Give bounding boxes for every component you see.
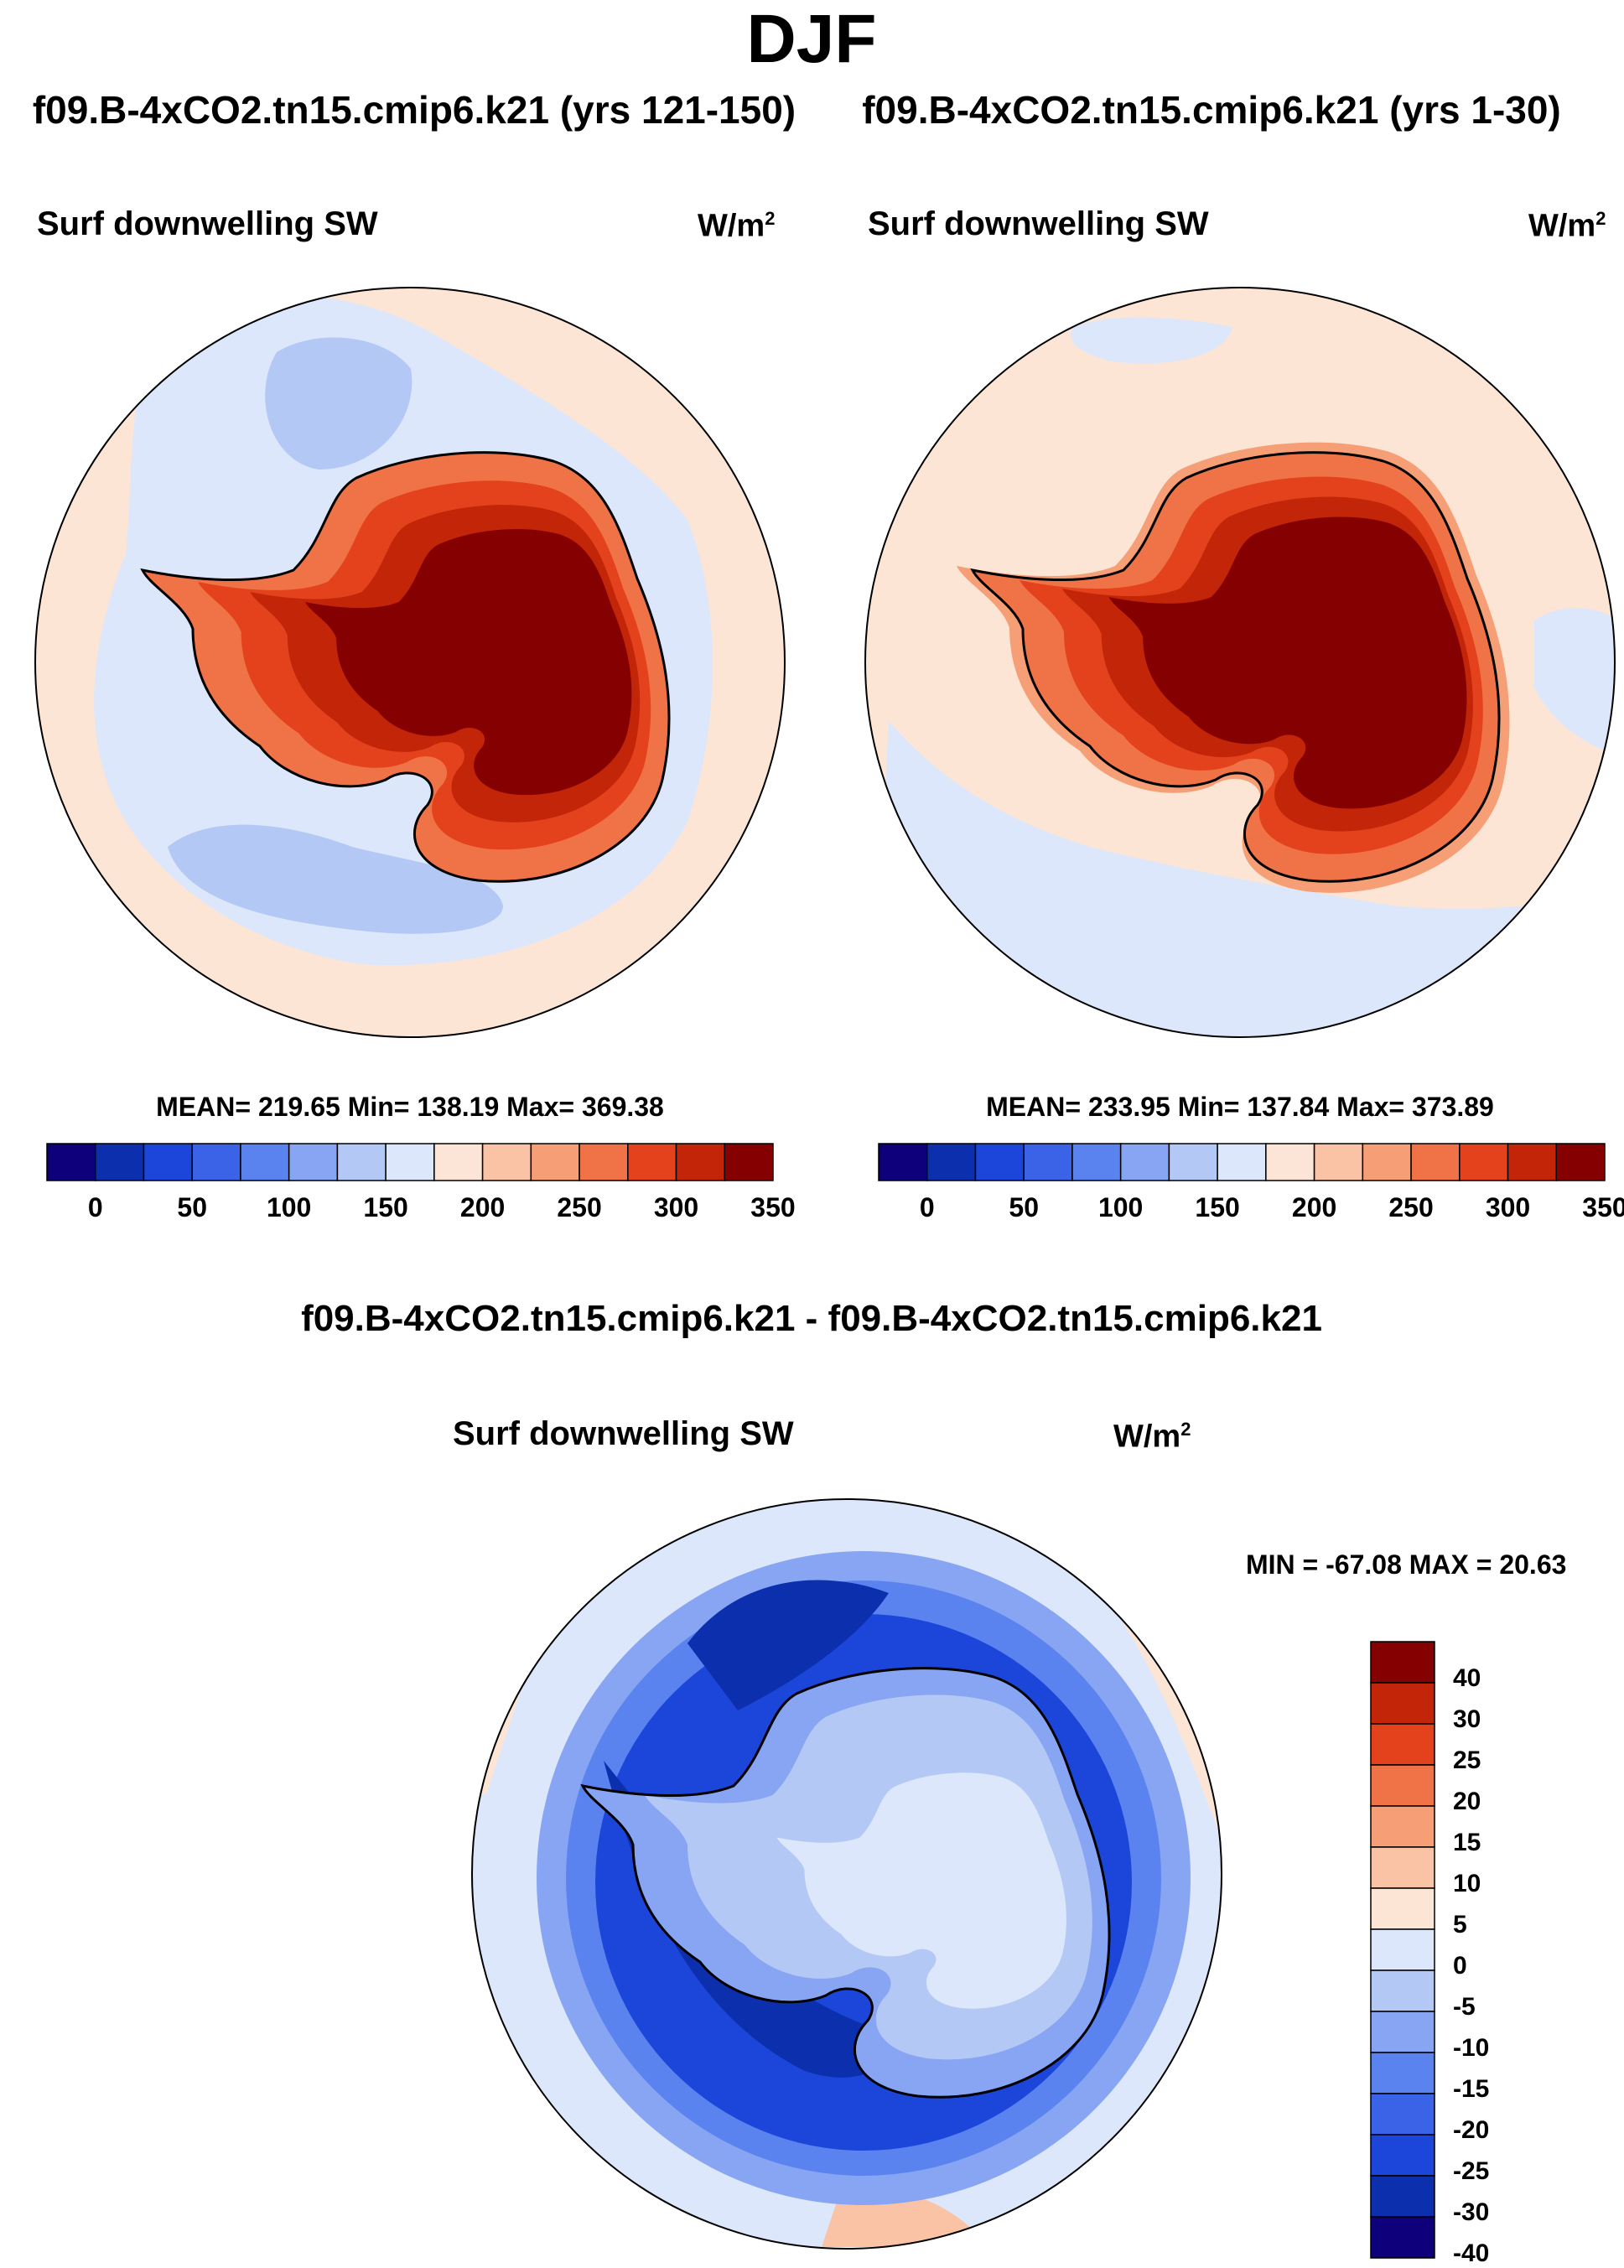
colorbar-tick-label: 100 [1097, 1192, 1144, 1222]
left-variable-title: Surf downwelling SW [37, 205, 378, 242]
left-units: W/m2 [698, 208, 776, 244]
colorbar-tick-label: -20 [1453, 2115, 1490, 2144]
colorbar-tick-label: -10 [1453, 2033, 1490, 2062]
colorbar-box [191, 1143, 241, 1181]
colorbar-tick-label: 50 [1009, 1192, 1039, 1222]
colorbar-tick-label: 5 [1453, 1910, 1467, 1938]
colorbar-box [1265, 1143, 1315, 1181]
colorbar-box [1119, 1143, 1170, 1181]
colorbar-box [1313, 1143, 1364, 1181]
colorbar-box [1168, 1143, 1218, 1181]
diff-variable-title: Surf downwelling SW [453, 1415, 794, 1452]
colorbar-tick-label: 40 [1453, 1663, 1481, 1692]
right-map-boundary [864, 287, 1616, 1038]
left-stats: MEAN= 219.65 Min= 138.19 Max= 369.38 [156, 1092, 664, 1122]
colorbar-box [724, 1143, 774, 1181]
colorbar-tick-label: 20 [1453, 1787, 1481, 1815]
colorbar-box [1370, 1970, 1435, 2012]
right-variable-title: Surf downwelling SW [868, 205, 1209, 242]
colorbar-tick-label: 250 [1388, 1192, 1434, 1222]
colorbar-box [1370, 2216, 1435, 2259]
colorbar-box [1370, 1764, 1435, 1807]
colorbar-box [974, 1143, 1025, 1181]
colorbar-tick-label: 200 [459, 1192, 506, 1222]
colorbar-tick-label: -15 [1453, 2074, 1490, 2103]
left-case-title: f09.B-4xCO2.tn15.cmip6.k21 (yrs 121-150) [32, 88, 796, 132]
colorbar-box [579, 1143, 629, 1181]
colorbar-tick-label: 250 [557, 1192, 602, 1222]
left-map [35, 288, 785, 1037]
colorbar-box [1023, 1143, 1073, 1181]
colorbar-box [385, 1143, 435, 1181]
diff-units: W/m2 [1113, 1419, 1191, 1455]
colorbar-tick-label: 350 [1582, 1192, 1624, 1222]
right-units: W/m2 [1528, 208, 1606, 244]
left-map-boundary [34, 287, 786, 1038]
colorbar-box [433, 1143, 484, 1181]
colorbar-box [1370, 2011, 1435, 2053]
colorbar-box [1370, 1682, 1435, 1725]
colorbar-tick-label: 200 [1291, 1192, 1337, 1222]
colorbar-box [1370, 1723, 1435, 1766]
right-case-title: f09.B-4xCO2.tn15.cmip6.k21 (yrs 1-30) [862, 88, 1561, 132]
colorbar-tick-label: 30 [1453, 1705, 1481, 1733]
colorbar-tick-label: -40 [1453, 2239, 1490, 2267]
colorbar-box [1370, 1846, 1435, 1889]
colorbar-box [481, 1143, 532, 1181]
colorbar-box [1370, 1805, 1435, 1848]
right-stats: MEAN= 233.95 Min= 137.84 Max= 373.89 [986, 1092, 1494, 1122]
diff-map [472, 1499, 1222, 2247]
colorbar-box [94, 1143, 145, 1181]
colorbar-box [1370, 2134, 1435, 2177]
colorbar-box [1370, 1887, 1435, 1930]
colorbar-box [143, 1143, 193, 1181]
colorbar-box [46, 1143, 96, 1181]
colorbar-tick-label: 50 [177, 1192, 207, 1222]
colorbar-tick-label: 150 [1195, 1192, 1240, 1222]
diff-stats: MIN = -67.08 MAX = 20.63 [1246, 1549, 1567, 1580]
colorbar-box [1555, 1143, 1606, 1181]
figure-title: DJF [746, 1, 877, 77]
right-map [865, 288, 1615, 1037]
colorbar-box [675, 1143, 726, 1181]
right-colorbar [878, 1143, 1606, 1181]
colorbar-tick-label: 0 [87, 1192, 103, 1222]
colorbar-box [1370, 2093, 1435, 2136]
colorbar-box [336, 1143, 387, 1181]
colorbar-tick-label: 350 [750, 1192, 796, 1222]
colorbar-box [1362, 1143, 1412, 1181]
colorbar-box [1217, 1143, 1267, 1181]
colorbar-tick-label: 25 [1453, 1746, 1481, 1774]
colorbar-tick-label: 15 [1453, 1828, 1481, 1856]
colorbar-tick-label: -30 [1453, 2198, 1490, 2226]
colorbar-box [240, 1143, 290, 1181]
colorbar-box [627, 1143, 677, 1181]
colorbar-box [1071, 1143, 1122, 1181]
colorbar-box [1507, 1143, 1558, 1181]
colorbar-box [1370, 2052, 1435, 2094]
diff-map-boundary [471, 1498, 1222, 2250]
colorbar-box [1410, 1143, 1461, 1181]
colorbar-tick-label: 0 [919, 1192, 935, 1222]
colorbar-box [926, 1143, 977, 1181]
colorbar-tick-label: 10 [1453, 1869, 1481, 1897]
colorbar-box [1370, 1641, 1435, 1684]
colorbar-box [288, 1143, 339, 1181]
colorbar-tick-label: 0 [1453, 1951, 1467, 1980]
colorbar-tick-label: 150 [363, 1192, 408, 1222]
colorbar-box [530, 1143, 580, 1181]
colorbar-tick-label: 300 [653, 1192, 699, 1222]
colorbar-tick-label: -25 [1453, 2156, 1490, 2185]
colorbar-box [1459, 1143, 1509, 1181]
colorbar-box [878, 1143, 928, 1181]
colorbar-box [1370, 2175, 1435, 2218]
diff-title: f09.B-4xCO2.tn15.cmip6.k21 - f09.B-4xCO2… [301, 1298, 1322, 1339]
colorbar-tick-label: 300 [1485, 1192, 1531, 1222]
diff-colorbar [1370, 1641, 1435, 2259]
left-colorbar [46, 1143, 774, 1181]
colorbar-tick-label: -5 [1453, 1992, 1476, 2021]
colorbar-box [1370, 1928, 1435, 1971]
colorbar-tick-label: 100 [266, 1192, 312, 1222]
